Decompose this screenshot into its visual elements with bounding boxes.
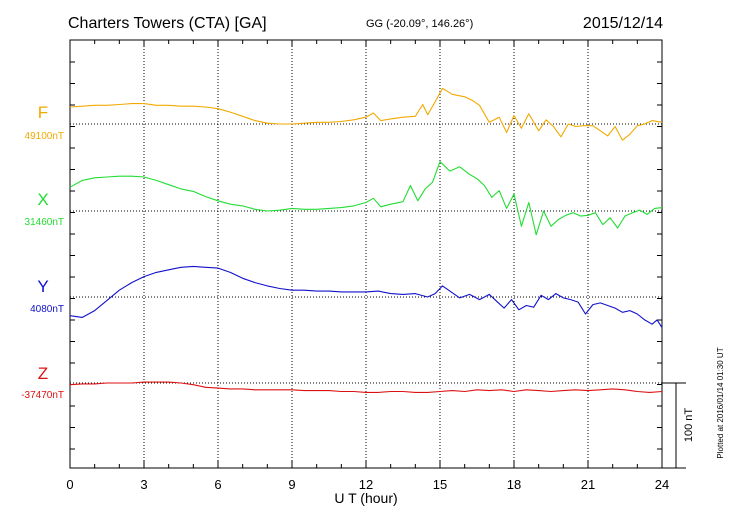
x-tick-label: 15	[433, 477, 447, 492]
x-tick-label: 3	[140, 477, 147, 492]
vertical-grid	[143, 40, 589, 468]
series-baseline-z: -37470nT	[21, 390, 64, 401]
series-line-x	[69, 161, 663, 236]
series-name-f: F	[38, 103, 48, 122]
x-axis-label: U T (hour)	[334, 490, 397, 506]
x-tick-label: 18	[507, 477, 521, 492]
series-name-x: X	[37, 190, 48, 209]
series-labels: F 49100nT X 31460nT Y 4080nT Z -37470nT	[21, 103, 64, 401]
station-coords: GG (-20.09°, 146.26°)	[366, 18, 473, 30]
series-baseline-y: 4080nT	[30, 304, 64, 315]
x-tick-label: 9	[288, 477, 295, 492]
scale-bar-label: 100 nT	[683, 408, 695, 443]
x-tick-label: 0	[66, 477, 73, 492]
series-line-y	[69, 265, 663, 328]
x-tick-label: 12	[359, 477, 373, 492]
x-tick-labels: 0 3 6 9 12 15 18 21 24	[66, 477, 669, 492]
axis-ticks	[69, 40, 663, 468]
scale-bar	[662, 382, 686, 469]
x-tick-label: 6	[214, 477, 221, 492]
plotted-timestamp: Plotted at 2016/01/14 01:30 UT	[716, 347, 725, 458]
series-baseline-f: 49100nT	[25, 131, 64, 142]
plot-date: 2015/12/14	[583, 15, 663, 32]
series-line-f	[69, 87, 663, 141]
series-line-z	[69, 381, 663, 393]
series-name-y: Y	[37, 277, 48, 296]
station-title: Charters Towers (CTA) [GA]	[68, 15, 267, 32]
x-tick-label: 21	[581, 477, 595, 492]
series-lines	[69, 87, 663, 393]
series-name-z: Z	[38, 364, 48, 383]
series-baseline-x: 31460nT	[25, 217, 64, 228]
x-tick-label: 24	[655, 477, 669, 492]
